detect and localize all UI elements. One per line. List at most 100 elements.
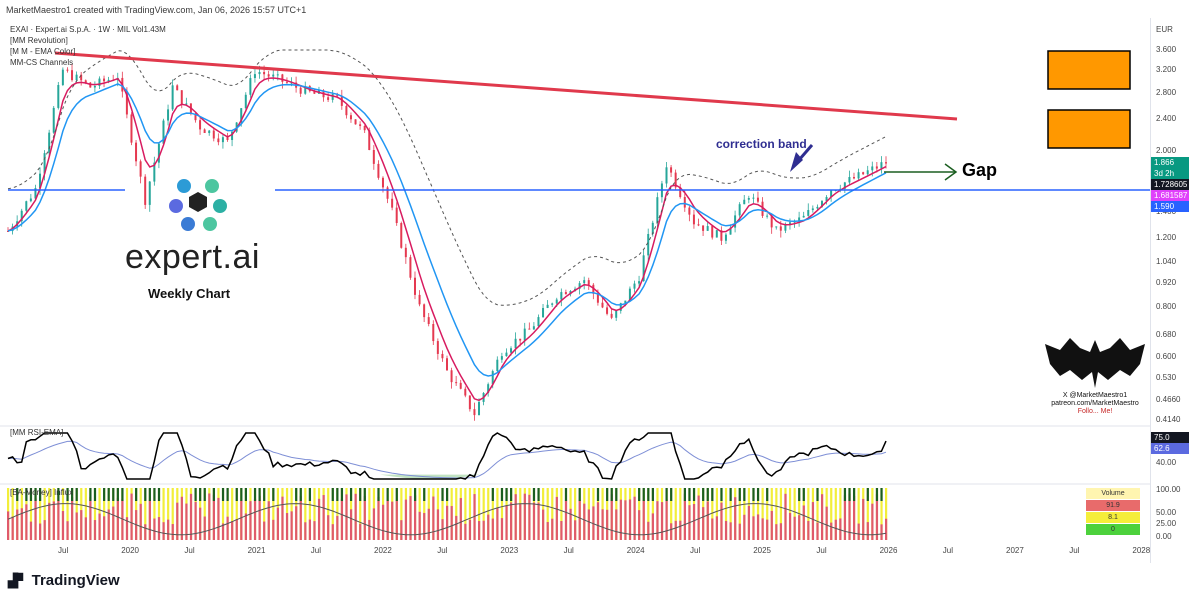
chart-legend: EXAI · Expert.ai S.p.A. · 1W · MIL Vol1.… bbox=[10, 24, 166, 68]
candle-body bbox=[578, 283, 581, 289]
main-chart[interactable] bbox=[0, 0, 1150, 600]
candle-body bbox=[148, 181, 151, 205]
money-bar bbox=[203, 488, 206, 501]
money-bar bbox=[569, 508, 572, 540]
money-bar bbox=[75, 512, 78, 540]
price-tick: 2.000 bbox=[1156, 145, 1177, 155]
money-bar bbox=[331, 524, 334, 540]
candle-body bbox=[231, 131, 234, 140]
money-bar bbox=[217, 497, 220, 540]
volume-value: 1.43M bbox=[143, 25, 166, 34]
price-tick: 2.400 bbox=[1156, 114, 1177, 124]
candle-body bbox=[670, 167, 673, 173]
money-bar bbox=[711, 488, 714, 540]
money-bar bbox=[226, 488, 229, 501]
money-bar bbox=[441, 488, 444, 501]
money-bar bbox=[395, 500, 398, 540]
candle-body bbox=[212, 130, 215, 139]
money-bar bbox=[761, 488, 764, 540]
gap-label: Gap bbox=[962, 160, 998, 180]
candle-body bbox=[185, 103, 188, 105]
money-bar bbox=[560, 521, 563, 540]
money-bar bbox=[11, 516, 14, 540]
money-bar bbox=[848, 493, 851, 540]
money-bar bbox=[93, 520, 97, 540]
money-bar bbox=[455, 488, 458, 540]
money-bar bbox=[71, 497, 74, 540]
money-bar bbox=[313, 488, 316, 540]
money-bar bbox=[532, 502, 536, 540]
money-bar bbox=[830, 522, 833, 540]
money-bar bbox=[674, 520, 677, 540]
money-bar bbox=[839, 518, 842, 540]
rsi-ma-line bbox=[7, 440, 887, 479]
money-bar bbox=[880, 488, 883, 501]
money-bar bbox=[144, 488, 147, 540]
chart-header: MarketMaestro1 created with TradingView.… bbox=[6, 5, 307, 15]
candle-body bbox=[647, 233, 650, 256]
money-bar bbox=[505, 506, 508, 540]
candle-body bbox=[304, 86, 307, 94]
money-bar bbox=[66, 488, 69, 540]
volume-table-green: 0 bbox=[1086, 524, 1140, 535]
money-bar bbox=[308, 519, 312, 540]
candle-body bbox=[875, 166, 878, 169]
candle-body bbox=[523, 328, 526, 341]
money-bar bbox=[240, 488, 243, 501]
money-bar bbox=[574, 520, 577, 540]
money-bar bbox=[738, 523, 741, 540]
money-bar bbox=[139, 503, 142, 540]
money-bar bbox=[340, 499, 344, 540]
candle-body bbox=[25, 201, 28, 211]
candle-body bbox=[313, 91, 316, 94]
money-bar bbox=[313, 521, 316, 540]
money-bar bbox=[43, 488, 46, 540]
price-tick: 3.200 bbox=[1156, 65, 1177, 75]
money-bar bbox=[596, 488, 600, 501]
price-axis[interactable] bbox=[1150, 18, 1200, 563]
candle-body bbox=[592, 284, 595, 294]
currency-label: EUR bbox=[1156, 25, 1173, 34]
money-influx-line bbox=[7, 503, 887, 536]
candle-body bbox=[692, 214, 695, 225]
money-bar bbox=[253, 499, 257, 540]
money-bar bbox=[61, 510, 65, 540]
money-bar bbox=[679, 488, 682, 540]
candle-body bbox=[628, 288, 631, 301]
money-bar bbox=[71, 488, 74, 501]
money-bar bbox=[299, 488, 302, 501]
price-tag-support: 1.728605 bbox=[1151, 179, 1189, 190]
candle-body bbox=[80, 74, 83, 81]
money-bar bbox=[674, 488, 677, 540]
price-tick: 0.920 bbox=[1156, 278, 1177, 288]
money-bar bbox=[487, 488, 490, 540]
money-bar bbox=[244, 513, 247, 540]
money-bar bbox=[843, 495, 847, 540]
money-bar bbox=[171, 524, 174, 540]
candle-body bbox=[249, 78, 252, 95]
candle-body bbox=[455, 382, 458, 384]
money-bar bbox=[619, 499, 622, 540]
money-bar bbox=[852, 488, 856, 501]
candle-body bbox=[436, 341, 439, 354]
money-bar bbox=[834, 519, 837, 540]
money-bar bbox=[57, 494, 60, 540]
money-bar bbox=[756, 514, 760, 540]
money-bar bbox=[574, 488, 577, 540]
money-bar bbox=[413, 495, 417, 540]
candle-body bbox=[724, 234, 727, 241]
money-bar bbox=[738, 488, 741, 540]
candle-body bbox=[601, 302, 604, 308]
tradingview-logo[interactable]: ▟▘ TradingView bbox=[8, 572, 120, 589]
candle-body bbox=[48, 132, 51, 154]
money-bar bbox=[715, 516, 719, 540]
candle-body bbox=[413, 277, 416, 295]
money-bar bbox=[642, 500, 645, 540]
candle-body bbox=[29, 198, 32, 202]
money-bar bbox=[871, 503, 874, 540]
money-bar bbox=[720, 488, 723, 501]
resistance-line bbox=[54, 51, 958, 121]
candle-body bbox=[505, 352, 508, 357]
candle-body bbox=[880, 162, 883, 169]
money-bar bbox=[638, 488, 641, 501]
